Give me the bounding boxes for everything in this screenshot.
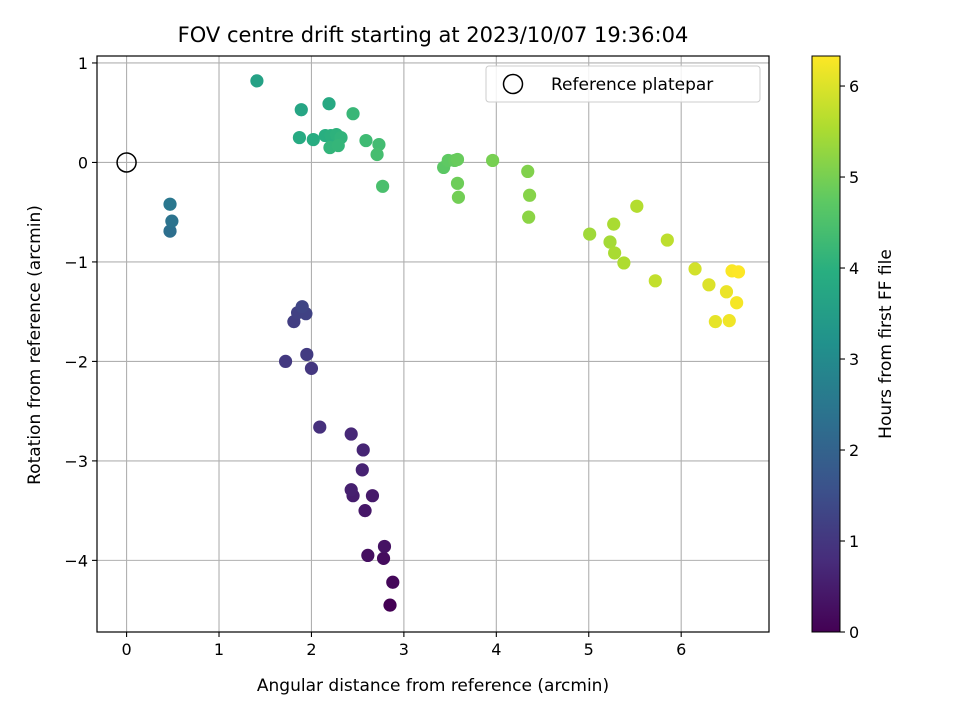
data-points bbox=[163, 74, 746, 612]
data-point bbox=[730, 296, 744, 310]
data-point bbox=[603, 235, 617, 249]
y-tick-label: 1 bbox=[78, 54, 88, 73]
data-point bbox=[313, 420, 327, 434]
data-point bbox=[300, 347, 314, 362]
data-point bbox=[450, 152, 465, 167]
data-point bbox=[372, 137, 386, 152]
data-point bbox=[702, 278, 716, 292]
data-point bbox=[522, 210, 536, 224]
legend: Reference platepar bbox=[485, 65, 761, 103]
colorbar-tick-label: 4 bbox=[849, 259, 859, 278]
data-point bbox=[708, 315, 722, 329]
data-point bbox=[660, 233, 674, 247]
data-point bbox=[450, 176, 465, 190]
data-point bbox=[719, 285, 734, 299]
y-tick-label: −3 bbox=[64, 452, 88, 471]
data-point bbox=[322, 97, 336, 111]
colorbar: 0 1 2 3 4 5 6 Hours from first FF file bbox=[811, 55, 896, 642]
colorbar-tick-label: 2 bbox=[849, 441, 859, 460]
x-tick-label: 5 bbox=[584, 640, 594, 659]
axis-ticks: 0 1 2 3 4 5 6 1 0 −1 −2 −3 −4 bbox=[64, 54, 686, 659]
plot-area-frame bbox=[96, 55, 770, 633]
colorbar-gradient bbox=[811, 55, 841, 633]
y-axis-label: Rotation from reference (arcmin) bbox=[25, 205, 45, 485]
data-point bbox=[356, 443, 370, 457]
y-tick-label: 0 bbox=[78, 153, 88, 172]
data-point bbox=[358, 504, 372, 518]
data-point bbox=[344, 483, 358, 497]
x-tick-label: 0 bbox=[121, 640, 131, 659]
grid-lines bbox=[97, 56, 769, 632]
data-point bbox=[376, 179, 390, 193]
colorbar-tick-label: 1 bbox=[849, 532, 859, 551]
data-point bbox=[377, 539, 392, 554]
data-point bbox=[361, 548, 375, 562]
data-point bbox=[163, 224, 177, 238]
data-point bbox=[521, 164, 535, 178]
y-tick-label: −2 bbox=[64, 352, 88, 371]
reference-marker-layer bbox=[116, 152, 137, 173]
y-tick-label: −4 bbox=[64, 551, 88, 570]
data-point bbox=[648, 274, 662, 288]
colorbar-tick-label: 3 bbox=[849, 350, 859, 369]
data-point bbox=[278, 354, 293, 369]
data-point bbox=[355, 463, 369, 477]
data-point bbox=[163, 197, 177, 211]
x-axis-label: Angular distance from reference (arcmin) bbox=[257, 676, 609, 696]
data-point bbox=[630, 199, 644, 213]
data-point bbox=[346, 107, 360, 121]
data-point bbox=[250, 74, 264, 88]
data-point bbox=[294, 103, 308, 117]
data-point bbox=[165, 214, 179, 228]
reference-platepar-marker bbox=[116, 152, 137, 173]
data-point bbox=[344, 427, 358, 441]
x-tick-label: 6 bbox=[676, 640, 686, 659]
chart-title: FOV centre drift starting at 2023/10/07 … bbox=[178, 23, 689, 47]
colorbar-ticks: 0 1 2 3 4 5 6 bbox=[840, 77, 859, 642]
data-point bbox=[365, 489, 380, 503]
data-point bbox=[731, 265, 746, 279]
data-point bbox=[486, 153, 500, 168]
data-point bbox=[306, 132, 320, 147]
data-point bbox=[451, 190, 466, 204]
data-point bbox=[688, 262, 702, 276]
data-point bbox=[331, 138, 345, 153]
data-point bbox=[359, 133, 373, 148]
data-point bbox=[295, 300, 309, 314]
colorbar-label: Hours from first FF file bbox=[876, 249, 896, 439]
data-point bbox=[292, 130, 307, 145]
data-point bbox=[304, 361, 319, 375]
colorbar-tick-label: 5 bbox=[849, 168, 859, 187]
data-point bbox=[608, 246, 622, 260]
data-point bbox=[722, 314, 736, 328]
colorbar-tick-label: 0 bbox=[849, 623, 859, 642]
data-point bbox=[386, 575, 400, 589]
x-tick-label: 1 bbox=[214, 640, 224, 659]
legend-reference-marker bbox=[502, 73, 524, 95]
data-point bbox=[607, 217, 621, 231]
x-tick-label: 2 bbox=[306, 640, 316, 659]
x-tick-label: 4 bbox=[491, 640, 501, 659]
data-point bbox=[583, 227, 597, 241]
y-tick-label: −1 bbox=[64, 253, 88, 272]
legend-reference-label: Reference platepar bbox=[551, 75, 713, 95]
data-point bbox=[522, 188, 537, 202]
data-point bbox=[383, 598, 397, 612]
colorbar-tick-label: 6 bbox=[849, 77, 859, 96]
data-point bbox=[617, 256, 631, 270]
data-point bbox=[376, 551, 391, 565]
x-tick-label: 3 bbox=[399, 640, 409, 659]
legend-box bbox=[485, 65, 761, 103]
data-point bbox=[370, 147, 384, 162]
